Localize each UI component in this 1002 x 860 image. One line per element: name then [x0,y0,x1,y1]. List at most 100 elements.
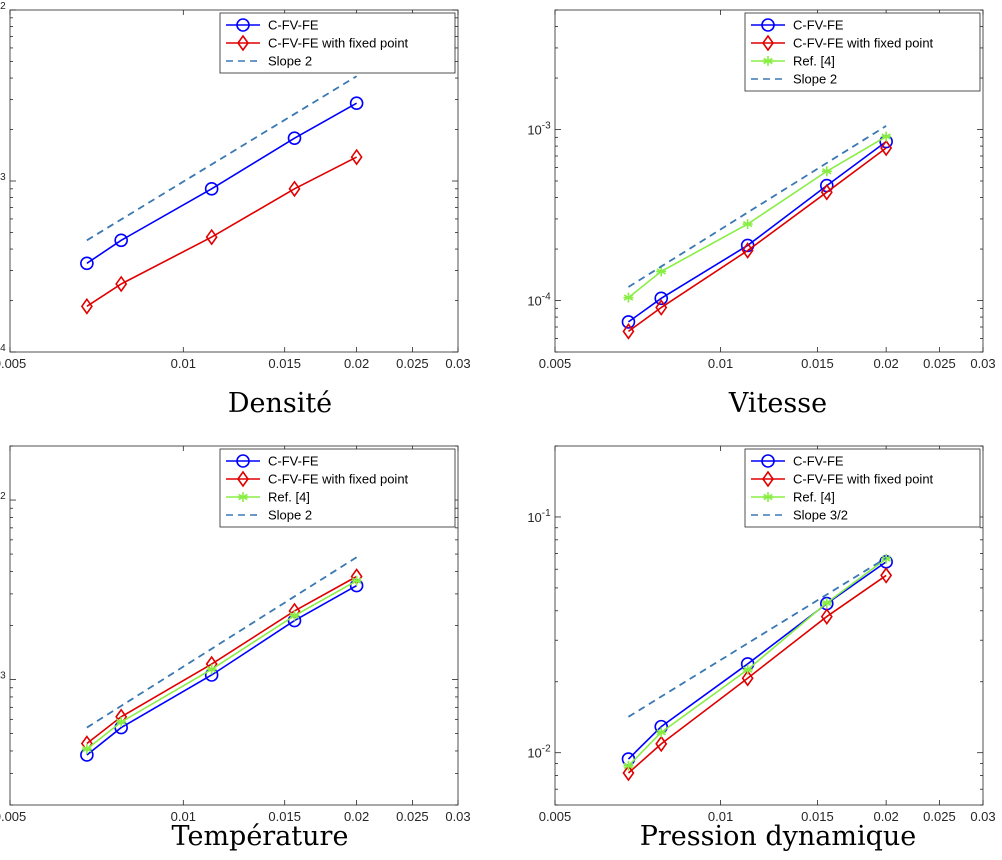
legend-swatch-marker [236,454,250,468]
data-point [621,315,636,329]
data-point [741,242,754,259]
series-line [627,135,887,299]
x-tick-label: 0.015 [801,356,834,371]
data-point [742,219,753,230]
y-tick-base: 10 [527,510,541,525]
series-line [86,75,358,242]
x-tick-label: 0.025 [396,809,429,824]
series-c-fv-fe [80,96,364,271]
data-point [623,760,634,771]
y-tick-base: 10 [527,746,541,761]
series-c-fv-fe [621,134,893,329]
series-c-fv-fe [80,578,364,762]
legend-label: Ref. [4] [793,490,835,505]
data-point [741,669,754,687]
y-tick-exponent: -3 [542,121,551,132]
chart-panel-3: 0.005 0.01 0.015 0.02 0.025 0.03 10-3 10-2 C-FV-… [0,445,471,852]
y-tick-base: 10 [527,294,541,309]
data-point [206,664,217,675]
y-tick-label: 10-3 [0,172,6,189]
x-tick-label: 0.03 [970,809,995,824]
y-tick-label: 10-4 [0,343,6,360]
data-point [116,716,127,727]
series-slope-2 [86,556,358,729]
y-tick-exponent: -4 [542,292,551,303]
panel-title: Vitesse [728,388,827,419]
series-line [627,147,887,333]
data-point [114,233,128,248]
legend-label: C-FV-FE with fixed point [268,472,409,487]
panel-title: Densité [228,388,332,419]
x-tick-label: 0.005 [539,809,572,824]
series-line [627,125,887,288]
data-point [205,228,218,246]
chart-panel-1: 0.005 0.01 0.015 0.02 0.025 0.03 10-4 10-3 10-2 C… [0,1,471,419]
data-point [881,131,892,142]
legend: C-FV-FE C-FV-FE with fixed point Slope 2 [219,12,456,74]
series-line [86,156,357,307]
legend-label: Slope 2 [793,72,837,87]
legend: C-FV-FE C-FV-FE with fixed point Ref. [4] S… [744,12,981,92]
legend-swatch-marker [237,470,249,488]
x-tick-label: 0.015 [268,356,301,371]
y-tick-exponent: -3 [0,671,6,682]
series-line [86,556,358,729]
legend-label: Slope 2 [268,54,312,69]
series-c-fv-fe-with-fixed-point [622,139,893,340]
data-point [289,610,300,621]
x-tick-label: 0.01 [171,809,196,824]
legend-label: C-FV-FE with fixed point [793,472,934,487]
legend-label: C-FV-FE [793,18,844,33]
y-tick-exponent: -2 [542,744,551,755]
x-tick-label: 0.01 [171,356,196,371]
legend-swatch-marker [762,470,774,488]
x-tick-label: 0.02 [873,356,898,371]
legend: C-FV-FE C-FV-FE with fixed point Ref. [4] S… [744,448,981,528]
series-ref-4 [81,575,362,755]
data-point [656,266,667,277]
x-tick-label: 0.005 [539,356,572,371]
y-tick-label: 10-4 [527,292,551,309]
series-c-fv-fe-with-fixed-point [622,567,893,782]
data-point [654,291,669,306]
plot-frame [554,445,984,806]
panel-title: Pression dynamique [640,821,917,852]
x-tick-label: 0.015 [268,809,301,824]
x-tick-label: 0.005 [0,356,26,371]
y-tick-label: 10-1 [527,508,551,525]
data-point [821,166,832,177]
legend-label: Slope 2 [268,508,312,523]
data-point [820,183,833,201]
data-point [288,180,301,198]
data-point [655,735,668,753]
series-line [627,561,887,760]
y-tick-exponent: -2 [0,1,6,12]
legend-box [744,448,981,528]
data-point [80,297,93,315]
series-line [627,557,887,718]
data-point [81,744,92,755]
data-point [204,182,219,196]
data-point [351,575,362,586]
x-tick-label: 0.03 [445,356,470,371]
y-tick-exponent: -4 [0,343,6,354]
y-tick-base: 10 [527,123,541,138]
x-tick-label: 0.005 [0,809,26,824]
y-tick-label: 10-2 [0,1,6,18]
x-tick-label: 0.02 [873,809,898,824]
data-point [350,148,363,166]
data-point [880,567,893,584]
series-line [86,584,358,756]
legend-label: C-FV-FE [268,454,319,469]
y-tick-label: 10-3 [527,121,551,138]
data-point [655,299,668,316]
y-tick-label: 10-3 [0,671,6,688]
y-tick-exponent: -3 [0,172,6,183]
legend-label: Ref. [4] [268,490,310,505]
series-line [86,575,358,745]
series-slope-2 [86,75,358,242]
series-ref-4 [623,553,892,771]
data-point [622,764,635,782]
data-point [287,131,302,145]
x-tick-label: 0.02 [344,356,369,371]
